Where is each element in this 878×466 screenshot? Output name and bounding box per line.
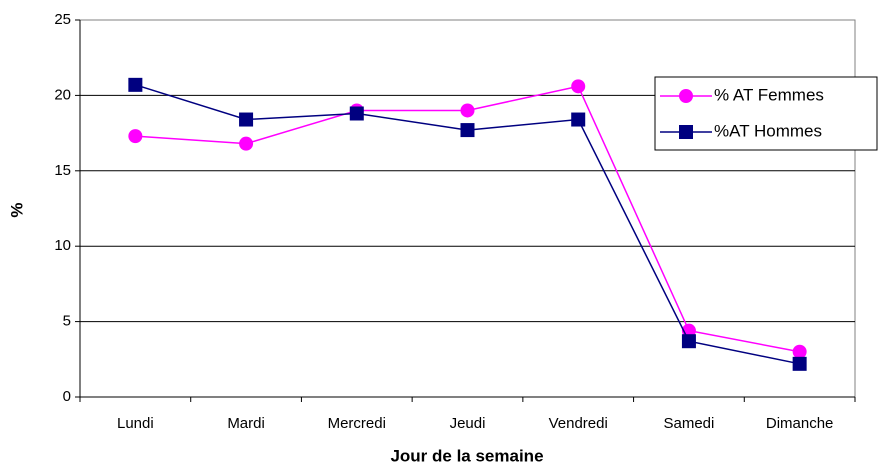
legend-label: % AT Femmes (714, 85, 824, 104)
y-tick-label: 10 (54, 237, 71, 254)
y-tick-label: 0 (63, 388, 71, 405)
data-point (460, 123, 475, 138)
legend-label: %AT Hommes (714, 121, 822, 140)
x-axis-title: Jour de la semaine (390, 446, 543, 465)
data-point (239, 112, 254, 127)
data-point (349, 106, 364, 121)
x-tick-label: Mardi (227, 415, 265, 432)
y-tick-label: 15 (54, 162, 71, 179)
y-tick-label: 5 (63, 313, 71, 330)
x-tick-label: Vendredi (549, 415, 608, 432)
data-point (128, 129, 143, 144)
legend-marker (679, 125, 693, 139)
y-tick-label: 25 (54, 11, 71, 28)
data-point (792, 344, 807, 359)
data-point (571, 79, 586, 94)
data-point (792, 356, 807, 371)
x-tick-label: Lundi (117, 415, 154, 432)
data-point (128, 77, 143, 92)
data-point (571, 112, 586, 127)
data-point (681, 334, 696, 349)
legend-marker (679, 89, 693, 103)
x-tick-label: Dimanche (766, 415, 834, 432)
data-point (239, 136, 254, 151)
x-tick-label: Mercredi (328, 415, 386, 432)
data-point (460, 103, 475, 118)
y-axis-title: % (7, 202, 26, 217)
y-tick-label: 20 (54, 86, 71, 103)
x-tick-label: Samedi (663, 415, 714, 432)
x-tick-label: Jeudi (450, 415, 486, 432)
